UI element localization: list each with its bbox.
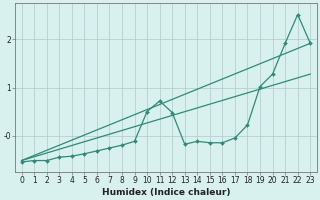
X-axis label: Humidex (Indice chaleur): Humidex (Indice chaleur)	[102, 188, 230, 197]
